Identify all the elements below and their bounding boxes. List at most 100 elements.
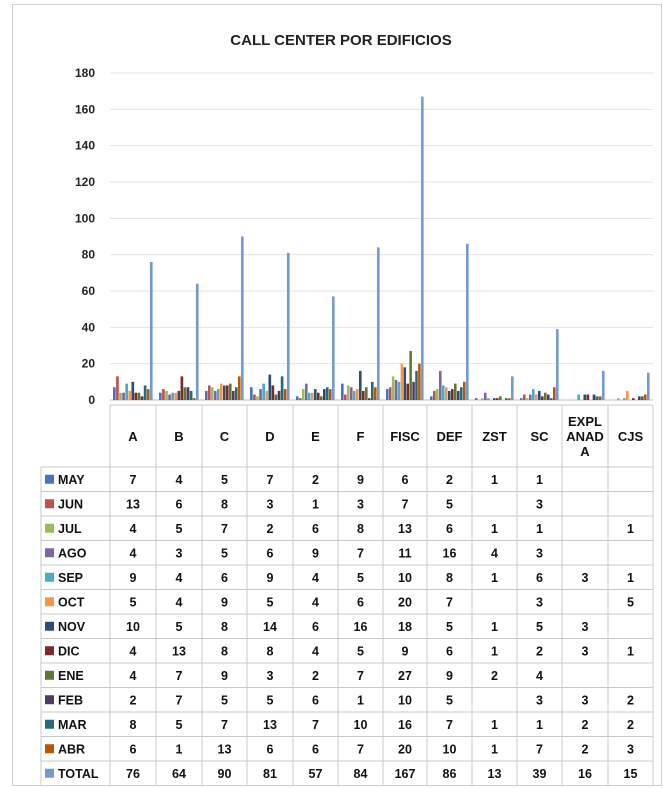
gridlines bbox=[110, 72, 653, 401]
data-label: 2 bbox=[491, 669, 498, 683]
data-label: 8 bbox=[221, 620, 228, 634]
bar-abr-0 bbox=[146, 389, 150, 400]
bar-dic-7 bbox=[451, 389, 454, 400]
data-label: 16 bbox=[443, 546, 457, 560]
y-tick-label: 40 bbox=[82, 320, 96, 334]
category-label: C bbox=[220, 429, 230, 444]
bar-ago-6 bbox=[394, 380, 398, 400]
bar-nov-2 bbox=[223, 385, 226, 400]
category-label: SC bbox=[530, 429, 549, 444]
data-label: 76 bbox=[126, 767, 140, 781]
bar-dic-0 bbox=[134, 392, 138, 400]
bar-mar-9 bbox=[550, 398, 553, 400]
data-label: 2 bbox=[627, 718, 634, 732]
bar-nov-3 bbox=[268, 374, 272, 400]
bar-feb-10 bbox=[592, 394, 596, 400]
data-label: 5 bbox=[176, 620, 183, 634]
bar-abr-9 bbox=[553, 387, 556, 400]
bar-ene-9 bbox=[544, 392, 547, 400]
bar-ene-1 bbox=[183, 387, 187, 400]
category-label: F bbox=[357, 429, 365, 444]
bar-ago-3 bbox=[259, 389, 262, 400]
category-label: CJS bbox=[618, 429, 644, 444]
data-label: 2 bbox=[267, 522, 274, 536]
bar-abr-11 bbox=[644, 394, 647, 400]
data-label: 1 bbox=[536, 522, 543, 536]
data-label: 15 bbox=[624, 767, 638, 781]
data-label: 5 bbox=[176, 718, 183, 732]
data-label: 9 bbox=[402, 644, 409, 658]
bar-sep-11 bbox=[623, 398, 626, 400]
data-label: 16 bbox=[398, 718, 412, 732]
bar-ene-6 bbox=[409, 350, 412, 400]
data-label: 5 bbox=[627, 595, 634, 609]
y-tick-label: 180 bbox=[75, 66, 95, 80]
bar-sep-0 bbox=[125, 383, 128, 400]
bar-total-11 bbox=[647, 372, 650, 400]
data-label: 7 bbox=[357, 742, 364, 756]
data-label: 2 bbox=[582, 718, 589, 732]
bar-nov-0 bbox=[131, 381, 135, 400]
bar-nov-1 bbox=[177, 390, 181, 400]
data-label: 6 bbox=[267, 546, 274, 560]
chart-svg: CALL CENTER POR EDIFICIOS 02040608010012… bbox=[40, 32, 654, 785]
y-tick-label: 100 bbox=[75, 211, 95, 225]
bar-sep-2 bbox=[217, 389, 220, 400]
data-label: 4 bbox=[130, 644, 137, 658]
data-label: 3 bbox=[582, 620, 589, 634]
y-axis: 0 20 40 60 80 100 120 140 160 180 bbox=[75, 66, 95, 407]
bar-ene-3 bbox=[274, 394, 278, 400]
bar-mar-2 bbox=[235, 387, 238, 400]
bar-jul-9 bbox=[526, 398, 529, 400]
bar-may-2 bbox=[205, 390, 208, 400]
data-label: 2 bbox=[627, 693, 634, 707]
data-label: 6 bbox=[312, 620, 319, 634]
bar-may-1 bbox=[159, 392, 162, 400]
bar-total-0 bbox=[149, 261, 153, 400]
bar-ene-0 bbox=[137, 392, 141, 400]
series-label: ABR bbox=[58, 742, 85, 756]
legend-swatch-feb bbox=[45, 695, 54, 705]
bar-oct-2 bbox=[220, 383, 223, 400]
category-label: B bbox=[174, 429, 183, 444]
data-label: 13 bbox=[218, 742, 232, 756]
data-label: 5 bbox=[130, 595, 137, 609]
bar-ene-7 bbox=[454, 383, 457, 400]
bar-feb-0 bbox=[140, 396, 144, 400]
bar-sep-10 bbox=[577, 394, 580, 400]
data-label: 4 bbox=[130, 546, 137, 560]
data-label: 5 bbox=[221, 693, 228, 707]
bar-jun-1 bbox=[162, 389, 165, 400]
data-label: 7 bbox=[176, 669, 183, 683]
data-label: 1 bbox=[357, 693, 364, 707]
bar-total-6 bbox=[421, 96, 424, 401]
bar-nov-5 bbox=[359, 370, 362, 400]
data-label: 6 bbox=[130, 742, 137, 756]
bar-jul-2 bbox=[211, 387, 214, 400]
bar-jul-6 bbox=[391, 376, 395, 400]
data-label: 1 bbox=[491, 644, 498, 658]
bar-sep-7 bbox=[442, 385, 445, 400]
data-label: 3 bbox=[176, 546, 183, 560]
series-label: OCT bbox=[58, 595, 85, 609]
data-label: 7 bbox=[402, 497, 409, 511]
bar-mar-11 bbox=[641, 396, 644, 400]
legend-swatch-dic bbox=[45, 646, 54, 656]
category-label: DEF bbox=[437, 429, 463, 444]
bar-abr-4 bbox=[329, 389, 332, 400]
legend-swatch-may bbox=[45, 474, 54, 484]
data-label: 1 bbox=[176, 742, 183, 756]
bar-jul-3 bbox=[256, 396, 259, 400]
data-label: 1 bbox=[491, 571, 498, 585]
data-label: 4 bbox=[130, 522, 137, 536]
data-label: 2 bbox=[582, 742, 589, 756]
data-label: 7 bbox=[130, 473, 137, 487]
bar-mar-5 bbox=[371, 381, 374, 400]
bar-dic-9 bbox=[541, 396, 544, 400]
bar-jul-5 bbox=[347, 385, 350, 400]
data-label: 13 bbox=[398, 522, 412, 536]
bar-ene-2 bbox=[229, 383, 232, 400]
category-label: FISC bbox=[390, 429, 420, 444]
bar-may-9 bbox=[520, 398, 523, 400]
data-label: 7 bbox=[446, 595, 453, 609]
